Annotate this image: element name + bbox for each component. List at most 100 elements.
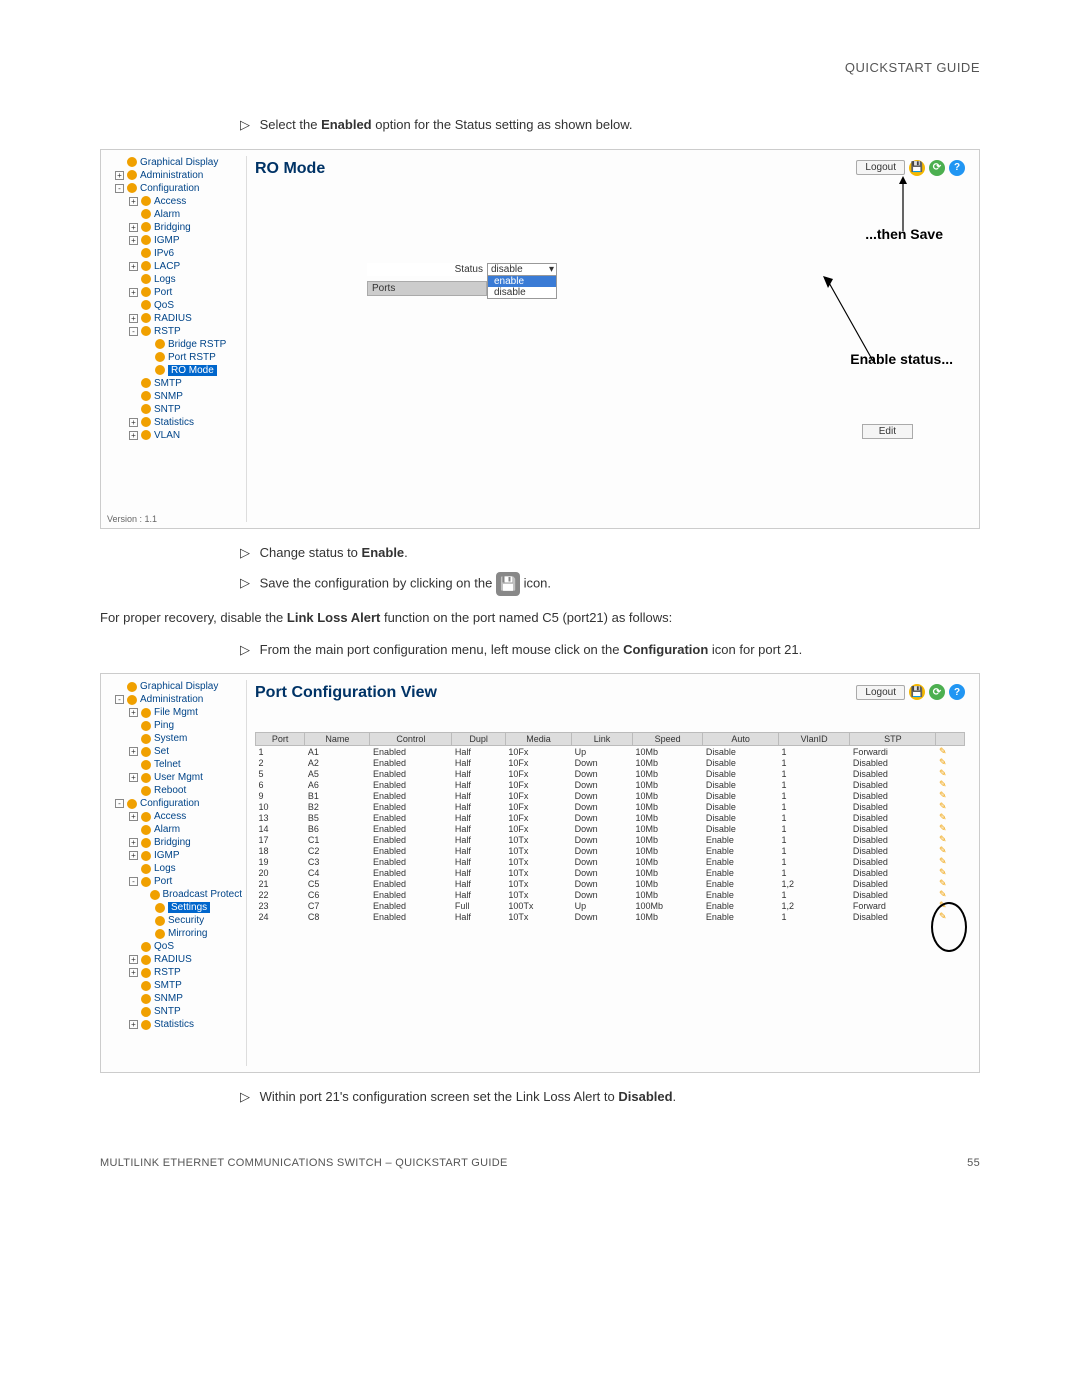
refresh-icon[interactable]: ⟳: [929, 684, 945, 700]
tree-label[interactable]: LACP: [154, 261, 180, 272]
tree-item[interactable]: Telnet: [107, 758, 242, 771]
tree-item[interactable]: Bridge RSTP: [107, 338, 242, 351]
tree-item[interactable]: - RSTP: [107, 325, 242, 338]
tree-item[interactable]: -Configuration: [107, 797, 242, 810]
tree-item[interactable]: System: [107, 732, 242, 745]
tree-label[interactable]: IGMP: [154, 235, 180, 246]
tree-label[interactable]: File Mgmt: [154, 707, 198, 718]
tree-item[interactable]: +RADIUS: [107, 953, 242, 966]
tree-label[interactable]: Port RSTP: [168, 352, 216, 363]
tree-item[interactable]: +Port: [107, 286, 242, 299]
expand-icon[interactable]: +: [129, 955, 138, 964]
expand-icon[interactable]: +: [129, 1020, 138, 1029]
refresh-icon[interactable]: ⟳: [929, 160, 945, 176]
tree-label[interactable]: IGMP: [154, 850, 180, 861]
tree-label[interactable]: RSTP: [154, 967, 181, 978]
expand-icon[interactable]: +: [129, 288, 138, 297]
tree-label[interactable]: Access: [154, 811, 186, 822]
tree-label[interactable]: Security: [168, 915, 204, 926]
expand-icon[interactable]: +: [129, 314, 138, 323]
tree-item[interactable]: +RADIUS: [107, 312, 242, 325]
tree-label[interactable]: SNTP: [154, 404, 181, 415]
edit-icon[interactable]: ✎: [939, 823, 947, 833]
tree-label[interactable]: RSTP: [154, 326, 181, 337]
expand-icon[interactable]: -: [129, 877, 138, 886]
expand-icon[interactable]: +: [129, 968, 138, 977]
expand-icon[interactable]: +: [129, 747, 138, 756]
tree-label[interactable]: Ping: [154, 720, 174, 731]
tree-label[interactable]: Access: [154, 196, 186, 207]
expand-icon[interactable]: +: [129, 812, 138, 821]
tree-label[interactable]: User Mgmt: [154, 772, 203, 783]
expand-icon[interactable]: +: [129, 236, 138, 245]
tree-item[interactable]: + LACP: [107, 260, 242, 273]
expand-icon[interactable]: +: [129, 708, 138, 717]
edit-icon[interactable]: ✎: [939, 845, 947, 855]
tree-label[interactable]: Graphical Display: [140, 157, 218, 168]
edit-icon[interactable]: ✎: [939, 834, 947, 844]
tree-item[interactable]: IPv6: [107, 247, 242, 260]
tree-item[interactable]: RO Mode: [107, 364, 242, 377]
tree-item[interactable]: Graphical Display: [107, 156, 242, 169]
edit-button[interactable]: Edit: [862, 424, 913, 439]
expand-icon[interactable]: -: [129, 327, 138, 336]
tree-item[interactable]: QoS: [107, 940, 242, 953]
save-icon[interactable]: 💾: [909, 160, 925, 176]
tree-label[interactable]: Configuration: [140, 798, 199, 809]
expand-icon[interactable]: -: [115, 184, 124, 193]
tree-item[interactable]: QoS: [107, 299, 242, 312]
tree-label[interactable]: Alarm: [154, 209, 180, 220]
logout-button[interactable]: Logout: [856, 685, 905, 700]
expand-icon[interactable]: +: [129, 223, 138, 232]
tree-label[interactable]: Administration: [140, 170, 203, 181]
edit-icon[interactable]: ✎: [939, 768, 947, 778]
expand-icon[interactable]: -: [115, 695, 124, 704]
expand-icon[interactable]: +: [129, 418, 138, 427]
tree-item[interactable]: Settings: [107, 901, 242, 914]
tree-item[interactable]: +Bridging: [107, 836, 242, 849]
edit-icon[interactable]: ✎: [939, 746, 947, 756]
expand-icon[interactable]: +: [129, 838, 138, 847]
tree-label[interactable]: VLAN: [154, 430, 180, 441]
help-icon[interactable]: ?: [949, 160, 965, 176]
expand-icon[interactable]: +: [129, 197, 138, 206]
tree-item[interactable]: -Administration: [107, 693, 242, 706]
tree-label[interactable]: SNMP: [154, 391, 183, 402]
tree-item[interactable]: SNMP: [107, 390, 242, 403]
tree-label[interactable]: Graphical Display: [140, 681, 218, 692]
tree-item[interactable]: SNTP: [107, 403, 242, 416]
tree-label[interactable]: Port: [154, 876, 172, 887]
tree-label[interactable]: Telnet: [154, 759, 181, 770]
tree-item[interactable]: + Administration: [107, 169, 242, 182]
help-icon[interactable]: ?: [949, 684, 965, 700]
tree-item[interactable]: Port RSTP: [107, 351, 242, 364]
tree-label[interactable]: Logs: [154, 274, 176, 285]
expand-icon[interactable]: +: [129, 773, 138, 782]
expand-icon[interactable]: +: [129, 851, 138, 860]
tree-label[interactable]: SMTP: [154, 378, 182, 389]
tree-label[interactable]: SNTP: [154, 1006, 181, 1017]
tree-item[interactable]: + RSTP: [107, 966, 242, 979]
edit-icon[interactable]: ✎: [939, 779, 947, 789]
tree-item[interactable]: SMTP: [107, 979, 242, 992]
tree-label[interactable]: Bridge RSTP: [168, 339, 226, 350]
expand-icon[interactable]: +: [115, 171, 124, 180]
option-enable[interactable]: enable: [488, 276, 556, 287]
tree-item[interactable]: + Access: [107, 810, 242, 823]
tree-item[interactable]: +Statistics: [107, 416, 242, 429]
edit-icon[interactable]: ✎: [939, 867, 947, 877]
tree-item[interactable]: Graphical Display: [107, 680, 242, 693]
tree-item[interactable]: + Access: [107, 195, 242, 208]
tree-item[interactable]: + User Mgmt: [107, 771, 242, 784]
tree-label[interactable]: Bridging: [154, 222, 191, 233]
tree-item[interactable]: + Statistics: [107, 1018, 242, 1031]
tree-item[interactable]: Alarm: [107, 208, 242, 221]
expand-icon[interactable]: +: [129, 262, 138, 271]
tree-label[interactable]: SNMP: [154, 993, 183, 1004]
tree-item[interactable]: SNMP: [107, 992, 242, 1005]
edit-icon[interactable]: ✎: [939, 856, 947, 866]
tree-label[interactable]: Statistics: [154, 1019, 194, 1030]
edit-icon[interactable]: ✎: [939, 889, 947, 899]
edit-icon[interactable]: ✎: [939, 790, 947, 800]
save-icon[interactable]: 💾: [909, 684, 925, 700]
